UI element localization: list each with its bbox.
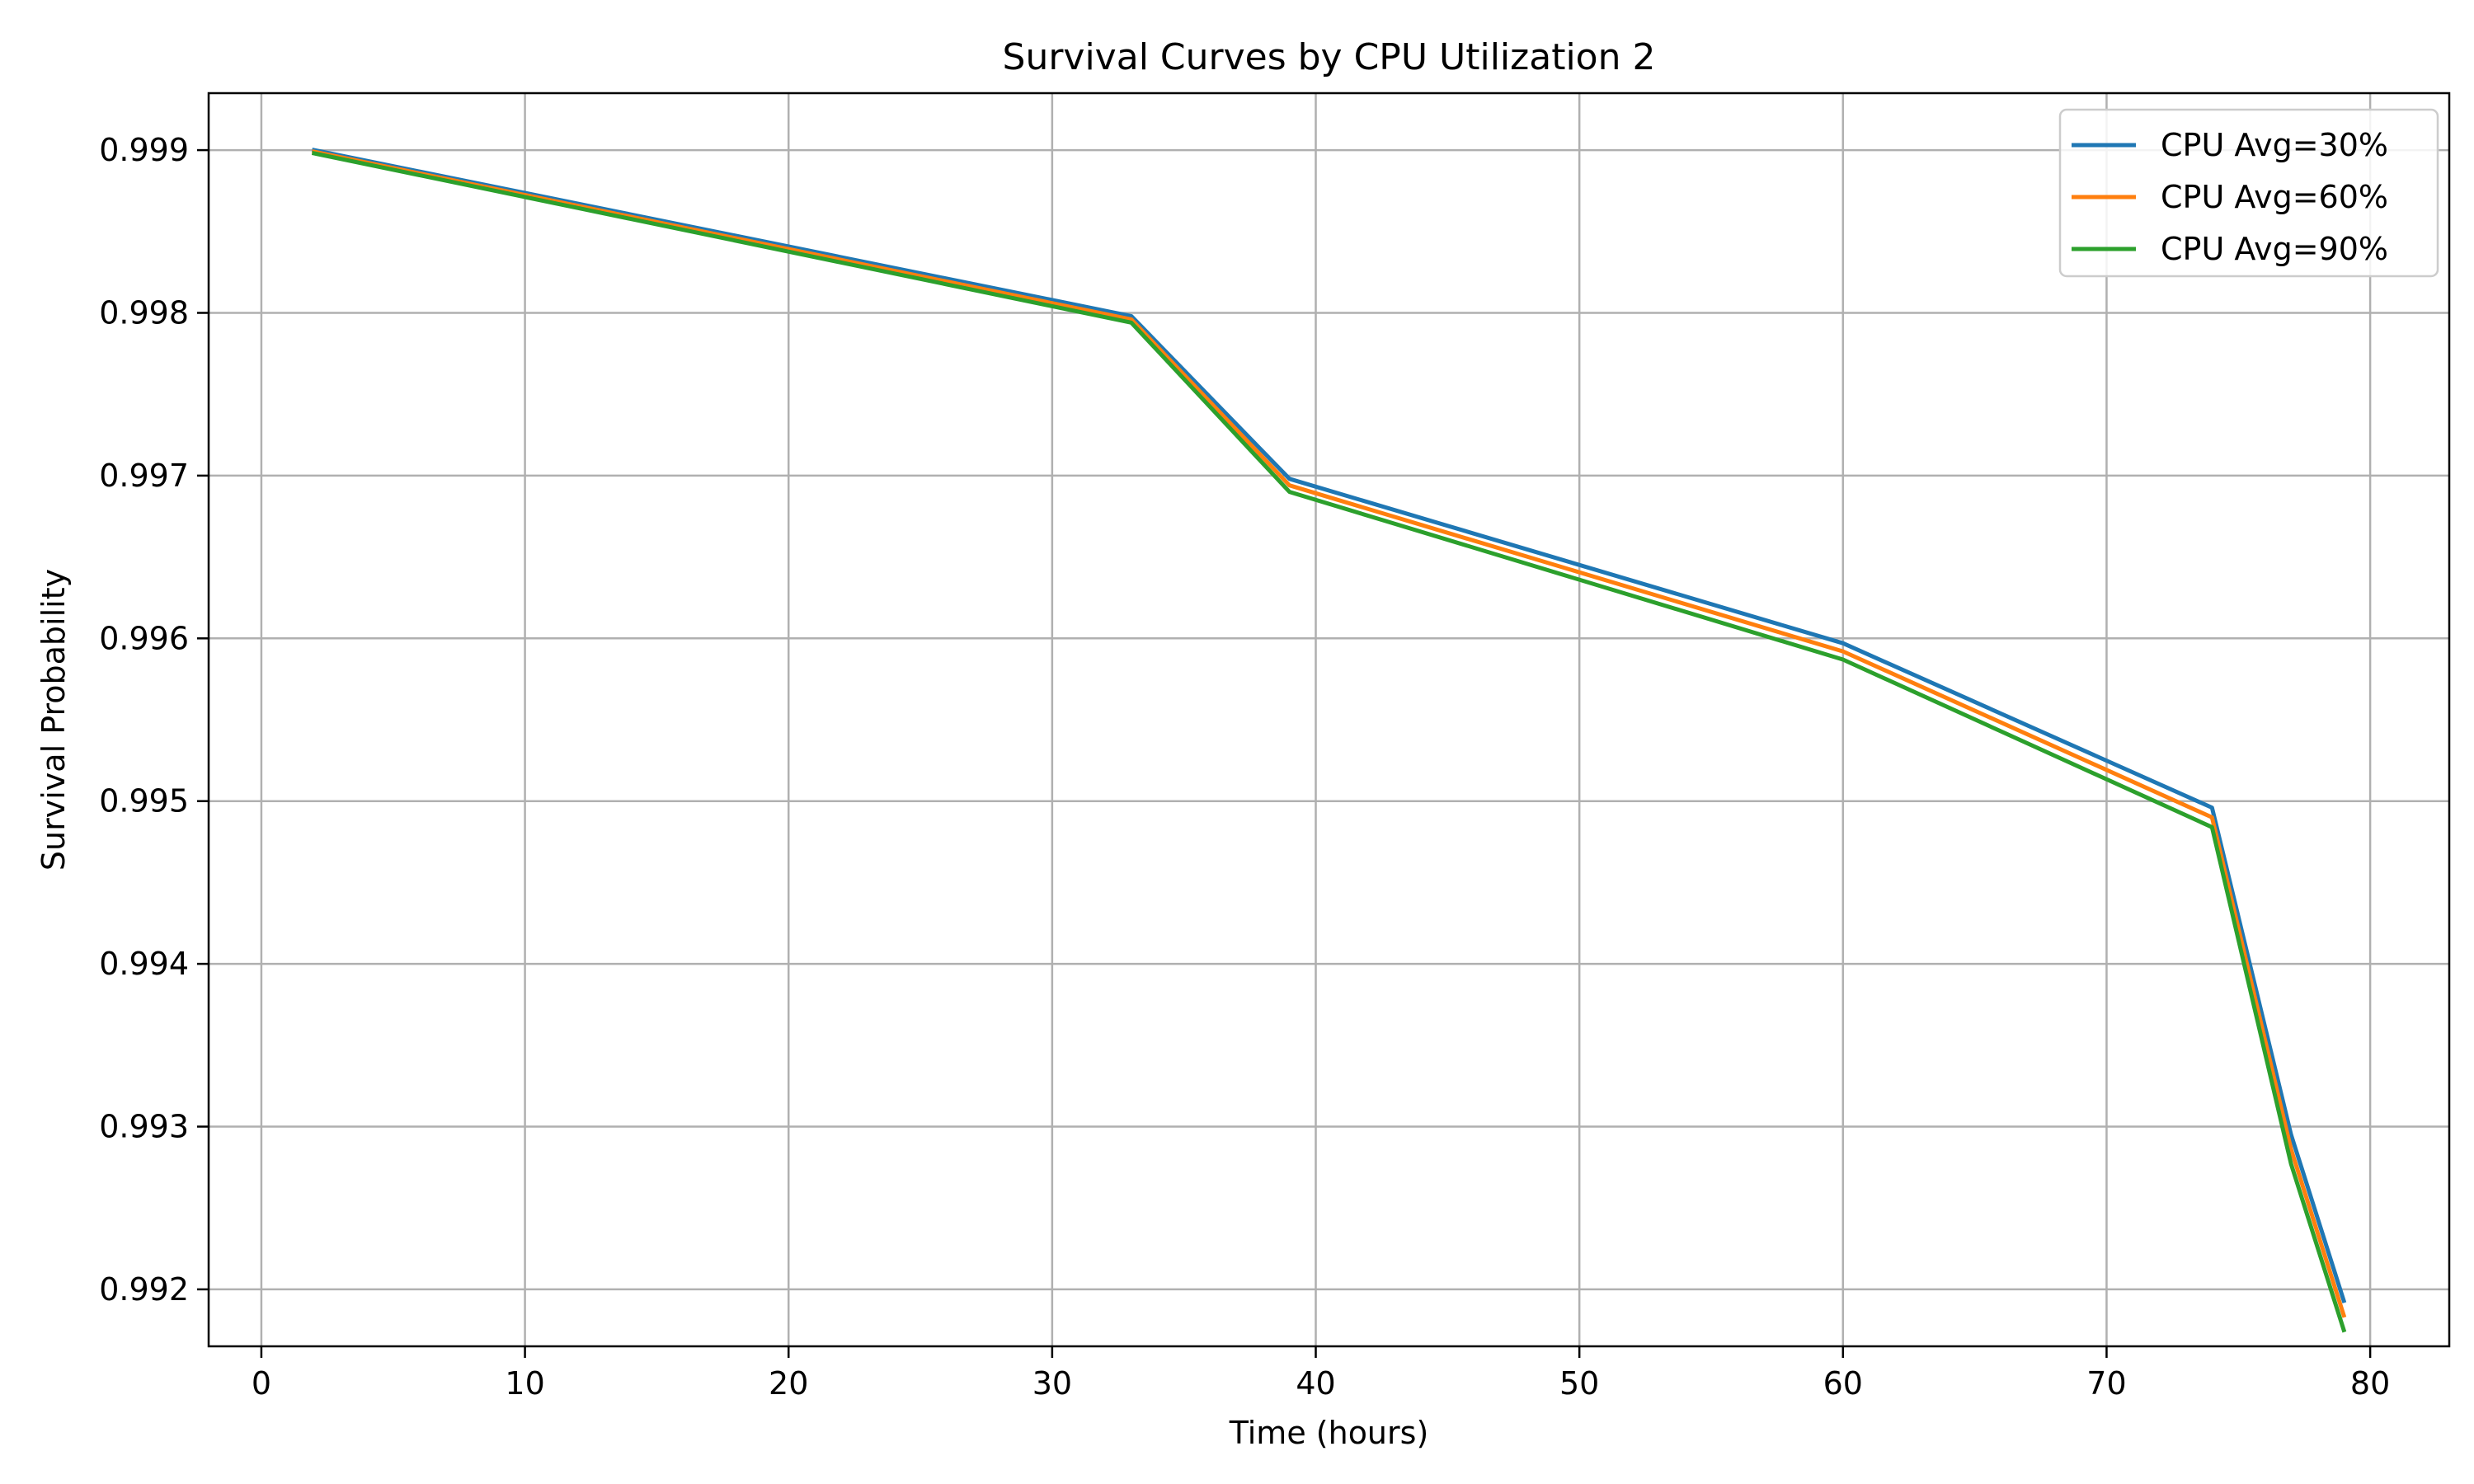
y-tick-label: 0.994	[99, 946, 189, 982]
y-axis-label: Survival Probability	[35, 569, 72, 871]
x-axis-label: Time (hours)	[1229, 1415, 1429, 1451]
legend-label-1: CPU Avg=30%	[2161, 127, 2388, 163]
x-tick-label: 20	[769, 1365, 808, 1402]
y-tick-label: 0.993	[99, 1109, 189, 1145]
y-tick-label: 0.998	[99, 294, 189, 331]
legend-box	[2058, 108, 2439, 278]
x-tick-label: 70	[2086, 1365, 2126, 1402]
x-tick-label: 80	[2350, 1365, 2390, 1402]
x-tick-label: 10	[505, 1365, 544, 1402]
legend: CPU Avg=30% CPU Avg=60% CPU Avg=90%	[2058, 108, 2439, 278]
y-tick-label: 0.995	[99, 783, 189, 819]
legend-label-3: CPU Avg=90%	[2161, 231, 2388, 267]
x-tick-label: 40	[1296, 1365, 1335, 1402]
x-tick-label: 50	[1559, 1365, 1599, 1402]
plot-frame	[207, 92, 2451, 1348]
series-layer	[311, 148, 2347, 1333]
series-line-3	[311, 151, 2347, 1333]
series-line-2	[311, 149, 2347, 1318]
y-tick-label: 0.992	[99, 1271, 189, 1308]
series-line-1	[311, 148, 2347, 1303]
y-tick-label: 0.999	[99, 132, 189, 168]
ticks-layer: 0 10 20 30 40 50 60 70 80 0.992 0.993 0.994 0.995 0.9…	[99, 132, 2390, 1402]
x-tick-label: 0	[252, 1365, 271, 1402]
y-tick-label: 0.997	[99, 458, 189, 494]
x-tick-label: 60	[1823, 1365, 1863, 1402]
x-tick-label: 30	[1032, 1365, 1072, 1402]
legend-label-2: CPU Avg=60%	[2161, 179, 2388, 215]
grid-layer	[209, 93, 2449, 1346]
chart-title: Survival Curves by CPU Utilization 2	[1003, 36, 1656, 78]
y-tick-label: 0.996	[99, 620, 189, 656]
